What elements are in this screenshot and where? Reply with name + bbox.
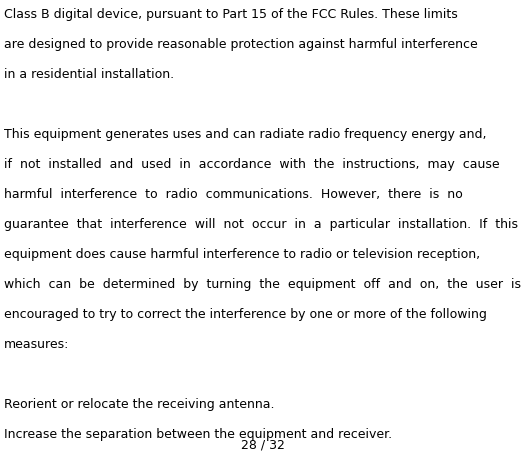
Text: harmful  interference  to  radio  communications.  However,  there  is  no: harmful interference to radio communicat… [4,188,463,201]
Text: measures:: measures: [4,338,69,351]
Text: which  can  be  determined  by  turning  the  equipment  off  and  on,  the  use: which can be determined by turning the e… [4,278,521,291]
Text: encouraged to try to correct the interference by one or more of the following: encouraged to try to correct the interfe… [4,308,487,321]
Text: guarantee  that  interference  will  not  occur  in  a  particular  installation: guarantee that interference will not occ… [4,218,518,231]
Text: if  not  installed  and  used  in  accordance  with  the  instructions,  may  ca: if not installed and used in accordance … [4,158,500,171]
Text: in a residential installation.: in a residential installation. [4,68,174,81]
Text: Increase the separation between the equipment and receiver.: Increase the separation between the equi… [4,428,392,441]
Text: 28 / 32: 28 / 32 [240,439,285,452]
Text: Class B digital device, pursuant to Part 15 of the FCC Rules. These limits: Class B digital device, pursuant to Part… [4,8,458,21]
Text: equipment does cause harmful interference to radio or television reception,: equipment does cause harmful interferenc… [4,248,480,261]
Text: Reorient or relocate the receiving antenna.: Reorient or relocate the receiving anten… [4,398,275,411]
Text: This equipment generates uses and can radiate radio frequency energy and,: This equipment generates uses and can ra… [4,128,487,141]
Text: are designed to provide reasonable protection against harmful interference: are designed to provide reasonable prote… [4,38,478,51]
